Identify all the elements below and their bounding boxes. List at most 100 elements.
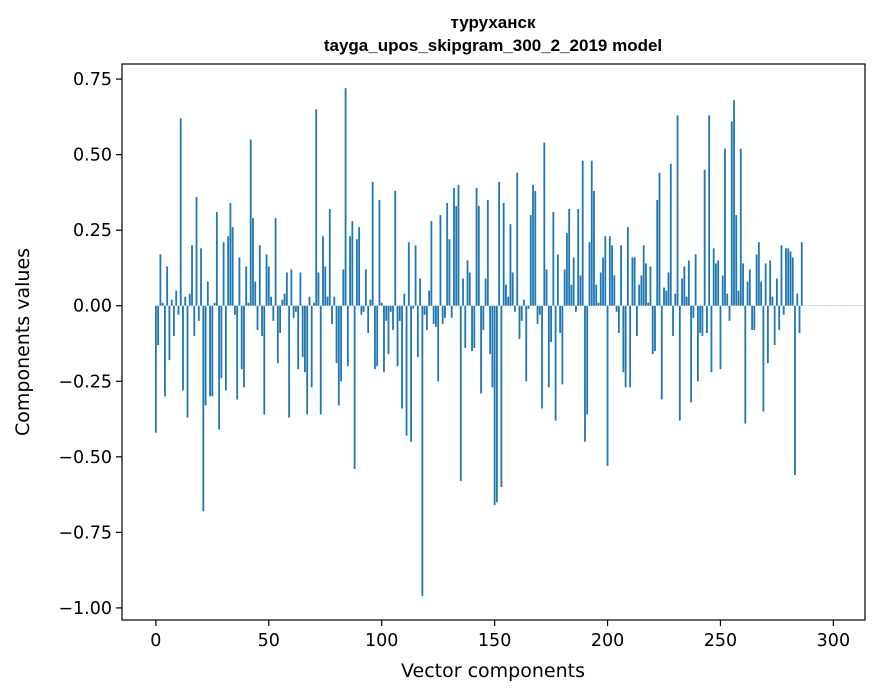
bar [548, 306, 550, 388]
bar [546, 269, 548, 305]
bar [211, 306, 213, 397]
bar [523, 300, 525, 306]
chart-subtitle: tayga_upos_skipgram_300_2_2019 model [324, 36, 662, 55]
bar [268, 266, 270, 305]
bar [421, 306, 423, 596]
bar [324, 266, 326, 305]
bar [510, 224, 512, 306]
bar [288, 306, 290, 418]
bar [349, 236, 351, 305]
bar [482, 306, 484, 330]
y-tick-label: 0.00 [73, 297, 112, 317]
bar [467, 260, 469, 305]
bar [514, 306, 516, 312]
bar [573, 257, 575, 305]
bar [300, 273, 302, 306]
bar [674, 294, 676, 306]
bar [259, 245, 261, 305]
bar [385, 306, 387, 321]
bar [776, 279, 778, 306]
bar [424, 306, 426, 315]
plot-frame [122, 64, 865, 620]
y-tick-label: −0.25 [58, 372, 112, 392]
bar [744, 306, 746, 424]
bar [453, 188, 455, 306]
bar [507, 297, 509, 306]
bar [634, 257, 636, 305]
bar [636, 306, 638, 336]
bar [625, 306, 627, 388]
bar [336, 306, 338, 363]
bar [376, 306, 378, 366]
bar [792, 257, 794, 305]
bar [311, 306, 313, 388]
bar [609, 236, 611, 305]
bar [772, 297, 774, 306]
bar [494, 306, 496, 505]
bar [342, 269, 344, 305]
bar [263, 306, 265, 415]
bar [331, 306, 333, 324]
bar [180, 118, 182, 305]
bar [593, 191, 595, 306]
bar [715, 263, 717, 305]
bar [647, 303, 649, 306]
bar [250, 140, 252, 306]
y-axis-label: Components values [12, 248, 34, 436]
bar [363, 306, 365, 312]
bar [232, 227, 234, 306]
bar [503, 203, 505, 306]
bar [297, 306, 299, 369]
bar [559, 306, 561, 333]
bar [767, 306, 769, 363]
x-tick-label: 250 [704, 631, 737, 651]
bar [171, 300, 173, 306]
bar [270, 297, 272, 306]
bar [169, 306, 171, 360]
bar [566, 233, 568, 306]
bar [742, 263, 744, 305]
bar [512, 273, 514, 306]
bar [762, 306, 764, 412]
bar [279, 306, 281, 333]
bar [534, 191, 536, 306]
bar [783, 306, 785, 315]
bar [787, 248, 789, 305]
bar [159, 254, 161, 305]
bar [616, 306, 618, 312]
bar [665, 291, 667, 306]
bar [724, 149, 726, 306]
bar [622, 306, 624, 372]
bar [790, 251, 792, 305]
bar [697, 306, 699, 382]
bar [367, 306, 369, 333]
bar [437, 306, 439, 382]
bar [471, 306, 473, 351]
bar [659, 173, 661, 306]
bar [729, 306, 731, 321]
bar [444, 306, 446, 318]
bar [778, 306, 780, 330]
bar [318, 273, 320, 306]
bar [360, 306, 362, 315]
bar [652, 306, 654, 354]
bar [173, 306, 175, 336]
bar [480, 306, 482, 394]
bar [419, 279, 421, 306]
bar [521, 306, 523, 321]
bar [683, 266, 685, 305]
bar [354, 306, 356, 469]
bar [322, 236, 324, 305]
bar [731, 121, 733, 305]
bar [266, 254, 268, 305]
bar [358, 227, 360, 306]
bar [275, 218, 277, 306]
bar [408, 242, 410, 305]
bar [794, 306, 796, 475]
bar [464, 306, 466, 348]
bar [602, 257, 604, 305]
bar [751, 306, 753, 330]
x-tick-label: 100 [365, 631, 398, 651]
bar [541, 306, 543, 409]
